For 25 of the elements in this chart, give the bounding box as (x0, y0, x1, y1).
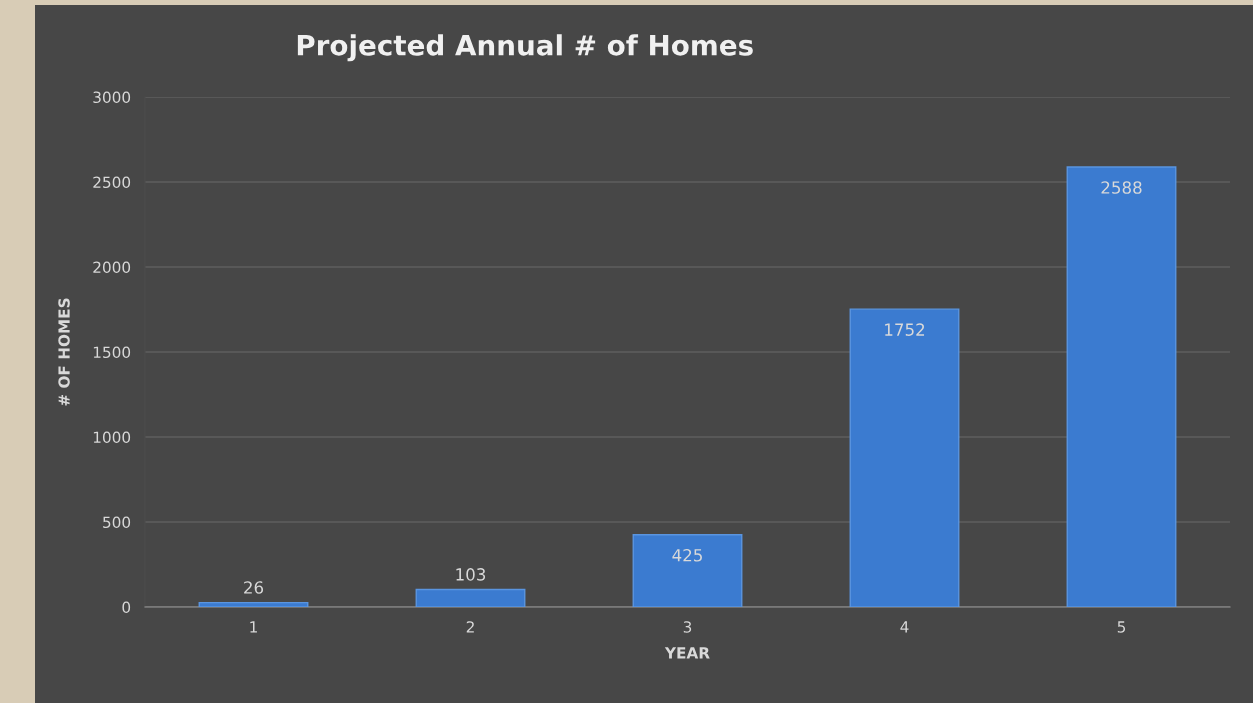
x-tick-label: 4 (900, 621, 909, 633)
bar (849, 308, 960, 607)
x-tick-label: 2 (466, 621, 474, 633)
data-label: 1752 (885, 323, 925, 336)
bar (1066, 166, 1177, 607)
data-label: 103 (456, 568, 486, 581)
y-tick-label: 2000 (93, 261, 131, 274)
x-axis-title: YEAR (664, 647, 710, 659)
data-label: 425 (672, 548, 702, 562)
bar (415, 588, 526, 607)
bar (632, 534, 743, 607)
x-tick-label: 3 (683, 621, 692, 633)
y-tick-label: 1000 (93, 431, 131, 444)
y-tick-label: 0 (122, 601, 131, 614)
data-label: 26 (244, 581, 264, 594)
chart-title: Projected Annual # of Homes (297, 34, 753, 62)
y-axis-title: # OF HOMES (58, 298, 70, 406)
y-tick-label: 500 (103, 516, 131, 529)
bar (198, 601, 309, 607)
y-tick-label: 3000 (93, 91, 131, 104)
x-tick-label: 5 (1117, 621, 1126, 633)
y-tick-label: 2500 (93, 176, 131, 189)
x-tick-label: 1 (250, 621, 257, 633)
y-tick-label: 1500 (93, 346, 131, 359)
data-label: 2588 (1101, 181, 1142, 194)
